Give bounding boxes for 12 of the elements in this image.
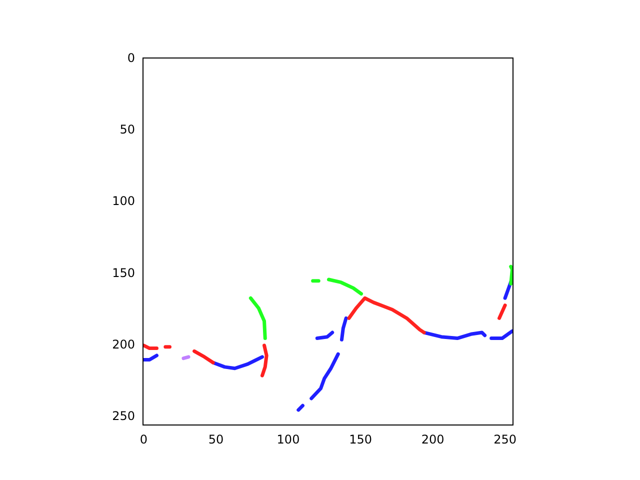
x-tick-label: 150 bbox=[349, 432, 372, 446]
x-tick-label: 50 bbox=[208, 432, 224, 446]
y-tick-label: 0 bbox=[127, 50, 135, 65]
y-tick-label: 250 bbox=[112, 409, 135, 424]
y-tick-label: 150 bbox=[112, 266, 135, 280]
x-tick-label: 100 bbox=[276, 432, 300, 446]
x-tick-label: 200 bbox=[421, 432, 444, 446]
x-tick-label: 0 bbox=[140, 432, 148, 446]
y-tick-label: 200 bbox=[112, 338, 135, 352]
y-tick-label: 100 bbox=[112, 194, 135, 208]
x-tick-label: 250 bbox=[494, 432, 517, 446]
y-tick-label: 50 bbox=[120, 122, 135, 137]
